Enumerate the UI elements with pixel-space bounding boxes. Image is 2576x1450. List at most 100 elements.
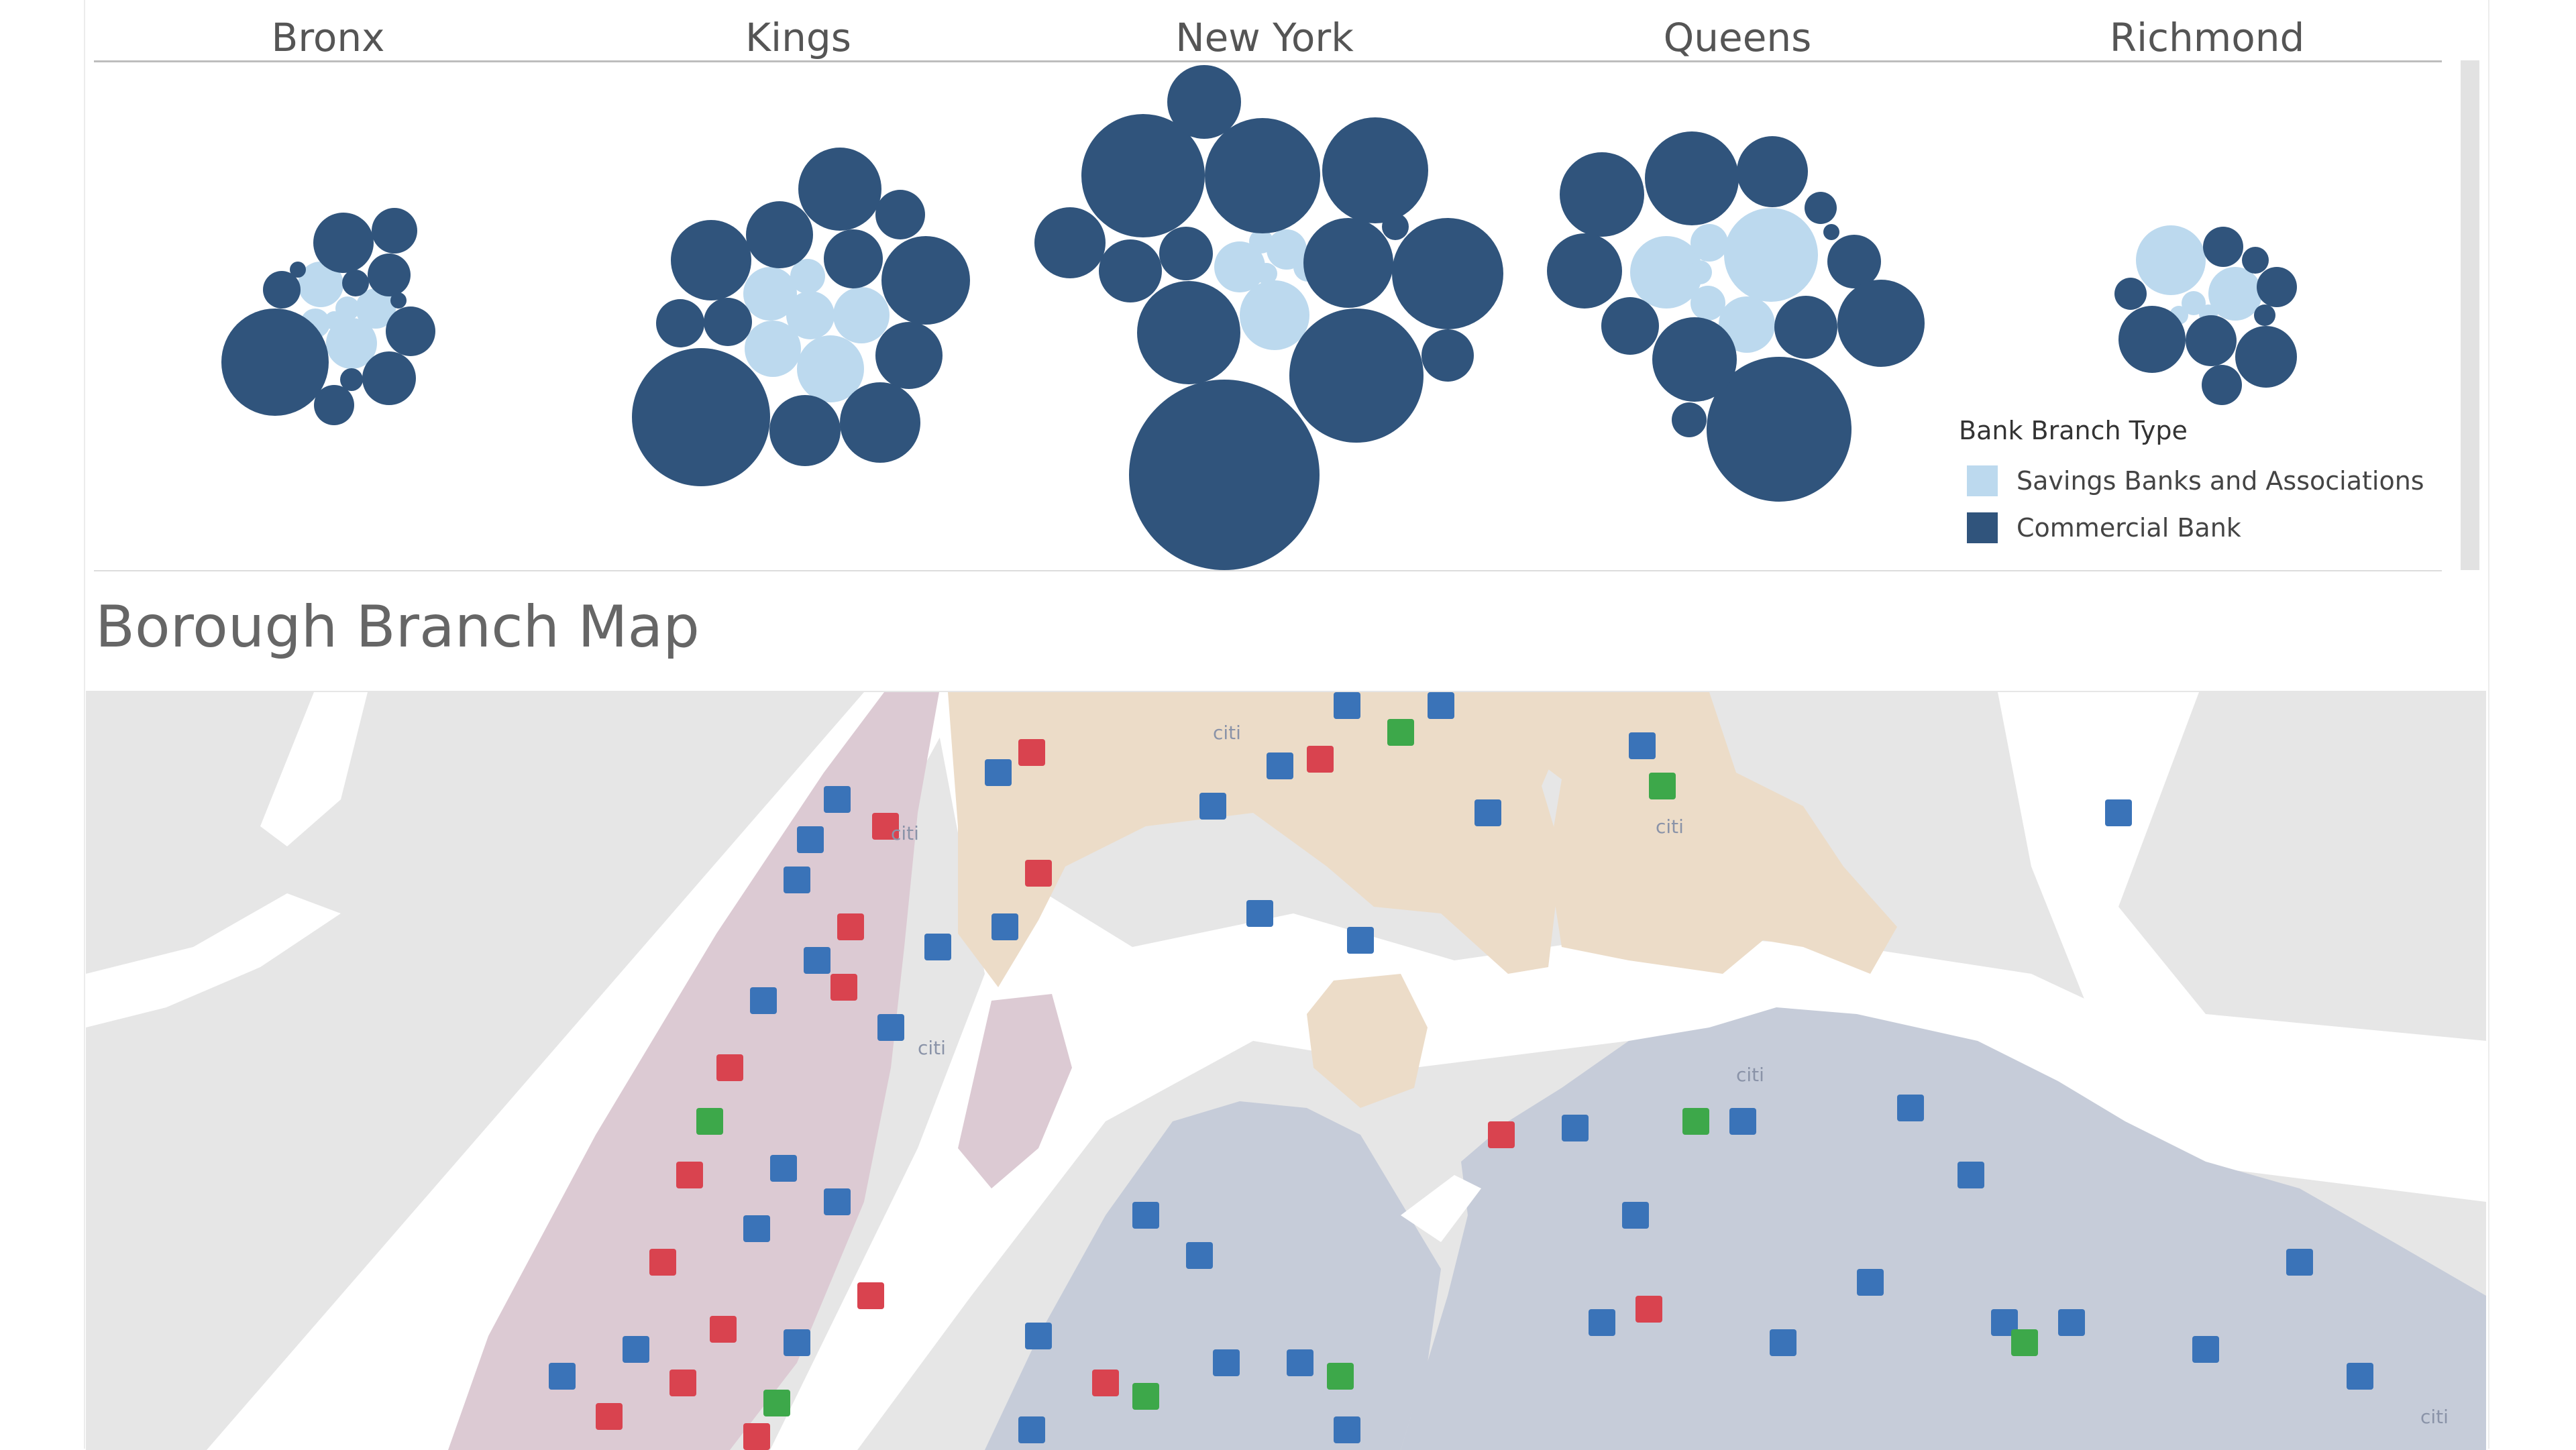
bubble-savings[interactable]	[833, 287, 890, 343]
branch-marker-chase-icon[interactable]	[1132, 1202, 1159, 1229]
bubble-savings[interactable]	[2182, 291, 2206, 315]
branch-marker-chase-icon[interactable]	[1474, 799, 1501, 826]
bubble-commercial[interactable]	[881, 236, 970, 325]
branch-marker-chase-icon[interactable]	[770, 1155, 797, 1182]
branch-marker-chase-icon[interactable]	[1287, 1349, 1313, 1376]
bubble-commercial[interactable]	[340, 368, 363, 391]
bubble-commercial[interactable]	[2118, 306, 2186, 373]
branch-marker-boa-icon[interactable]	[669, 1370, 696, 1396]
bubble-group-bronx[interactable]	[221, 208, 435, 425]
bubble-commercial[interactable]	[342, 270, 369, 296]
bubble-commercial[interactable]	[875, 322, 943, 389]
bubble-savings[interactable]	[325, 311, 343, 330]
bubble-commercial[interactable]	[386, 306, 435, 356]
bubble-savings[interactable]	[335, 296, 360, 321]
bubble-commercial[interactable]	[2235, 326, 2297, 388]
branch-marker-chase-icon[interactable]	[1246, 900, 1273, 927]
bubble-savings[interactable]	[1724, 208, 1818, 302]
bubble-commercial[interactable]	[1081, 114, 1205, 237]
branch-marker-boa-icon[interactable]	[676, 1162, 703, 1188]
branch-marker-chase-icon[interactable]	[1199, 793, 1226, 820]
branch-marker-boa-icon[interactable]	[743, 1423, 770, 1450]
branch-marker-chase-icon[interactable]	[2058, 1309, 2085, 1336]
branch-marker-td-icon[interactable]	[763, 1390, 790, 1416]
branch-marker-chase-icon[interactable]	[1267, 752, 1293, 779]
branch-marker-chase-icon[interactable]	[1622, 1202, 1649, 1229]
bubble-savings[interactable]	[1630, 236, 1703, 309]
bubble-savings[interactable]	[298, 262, 343, 307]
branch-marker-boa-icon[interactable]	[872, 813, 899, 840]
branch-marker-boa-icon[interactable]	[1307, 746, 1334, 773]
bubble-commercial[interactable]	[704, 298, 752, 346]
branch-marker-boa-icon[interactable]	[837, 913, 864, 940]
branch-marker-boa-icon[interactable]	[710, 1316, 737, 1343]
branch-marker-boa-icon[interactable]	[1092, 1370, 1119, 1396]
bubble-commercial[interactable]	[390, 292, 407, 309]
branch-marker-chase-icon[interactable]	[985, 759, 1012, 786]
bubble-commercial[interactable]	[263, 271, 301, 309]
branch-marker-chase-icon[interactable]	[1629, 732, 1656, 759]
bubble-savings[interactable]	[1690, 224, 1728, 262]
legend-item-savings[interactable]: Savings Banks and Associations	[1959, 457, 2424, 504]
bubble-savings[interactable]	[326, 318, 377, 369]
bubble-savings[interactable]	[1240, 280, 1309, 350]
bubble-commercial[interactable]	[1382, 213, 1409, 240]
branch-marker-chase-icon[interactable]	[991, 913, 1018, 940]
branch-marker-chase-icon[interactable]	[1347, 927, 1374, 954]
bubble-commercial[interactable]	[1547, 233, 1622, 309]
bubble-group-new-york[interactable]	[1034, 65, 1503, 570]
branch-marker-chase-icon[interactable]	[1562, 1115, 1589, 1141]
branch-marker-boa-icon[interactable]	[1488, 1121, 1515, 1148]
bubble-commercial[interactable]	[314, 385, 354, 425]
bubble-commercial[interactable]	[875, 190, 925, 239]
branch-marker-td-icon[interactable]	[1132, 1383, 1159, 1410]
bubble-commercial[interactable]	[671, 220, 751, 300]
branch-marker-chase-icon[interactable]	[1334, 1416, 1360, 1443]
bubble-savings[interactable]	[786, 291, 835, 339]
bubble-group-queens[interactable]	[1547, 131, 1925, 502]
branch-marker-chase-icon[interactable]	[784, 1329, 810, 1356]
branch-marker-chase-icon[interactable]	[2347, 1363, 2373, 1390]
bubble-commercial[interactable]	[1645, 131, 1739, 225]
bubble-savings[interactable]	[745, 321, 801, 377]
branch-marker-chase-icon[interactable]	[1857, 1269, 1884, 1296]
bubble-savings[interactable]	[1249, 229, 1273, 254]
bubble-commercial[interactable]	[1167, 65, 1241, 139]
bubble-commercial[interactable]	[2257, 267, 2297, 307]
bubble-savings[interactable]	[797, 335, 864, 402]
bubble-commercial[interactable]	[1392, 218, 1503, 329]
branch-marker-chase-icon[interactable]	[1957, 1162, 1984, 1188]
branch-marker-boa-icon[interactable]	[649, 1249, 676, 1276]
bubble-commercial[interactable]	[1652, 317, 1737, 402]
bubble-commercial[interactable]	[2254, 304, 2275, 326]
borough-map[interactable]: citi citi citi citi citi citi	[86, 692, 2486, 1450]
branch-marker-td-icon[interactable]	[1387, 719, 1414, 746]
bubble-group-kings[interactable]	[632, 148, 970, 486]
bubble-commercial[interactable]	[1805, 192, 1837, 224]
bubble-savings[interactable]	[1719, 296, 1775, 353]
vertical-scrollbar[interactable]	[2461, 60, 2479, 570]
bubble-savings[interactable]	[743, 267, 797, 321]
bubble-savings[interactable]	[1688, 260, 1712, 284]
branch-markers[interactable]	[549, 692, 2373, 1450]
branch-marker-chase-icon[interactable]	[1991, 1309, 2018, 1336]
branch-marker-chase-icon[interactable]	[824, 1188, 851, 1215]
branch-marker-chase-icon[interactable]	[824, 786, 851, 813]
bubble-commercial[interactable]	[313, 213, 374, 273]
bubble-commercial[interactable]	[2203, 227, 2243, 267]
bubble-commercial[interactable]	[1827, 235, 1881, 288]
branch-marker-chase-icon[interactable]	[750, 987, 777, 1014]
branch-marker-boa-icon[interactable]	[830, 974, 857, 1001]
branch-marker-chase-icon[interactable]	[2105, 799, 2132, 826]
bubble-commercial[interactable]	[824, 229, 883, 288]
branch-marker-chase-icon[interactable]	[1428, 692, 1454, 719]
bubble-commercial[interactable]	[290, 262, 306, 278]
branch-marker-chase-icon[interactable]	[2286, 1249, 2313, 1276]
bubble-commercial[interactable]	[1034, 207, 1106, 278]
bubble-commercial[interactable]	[1205, 118, 1320, 233]
branch-marker-chase-icon[interactable]	[623, 1336, 649, 1363]
bubble-commercial[interactable]	[1159, 227, 1213, 280]
branch-marker-chase-icon[interactable]	[1729, 1108, 1756, 1135]
bubble-commercial[interactable]	[1421, 329, 1474, 382]
branch-marker-boa-icon[interactable]	[596, 1403, 623, 1430]
